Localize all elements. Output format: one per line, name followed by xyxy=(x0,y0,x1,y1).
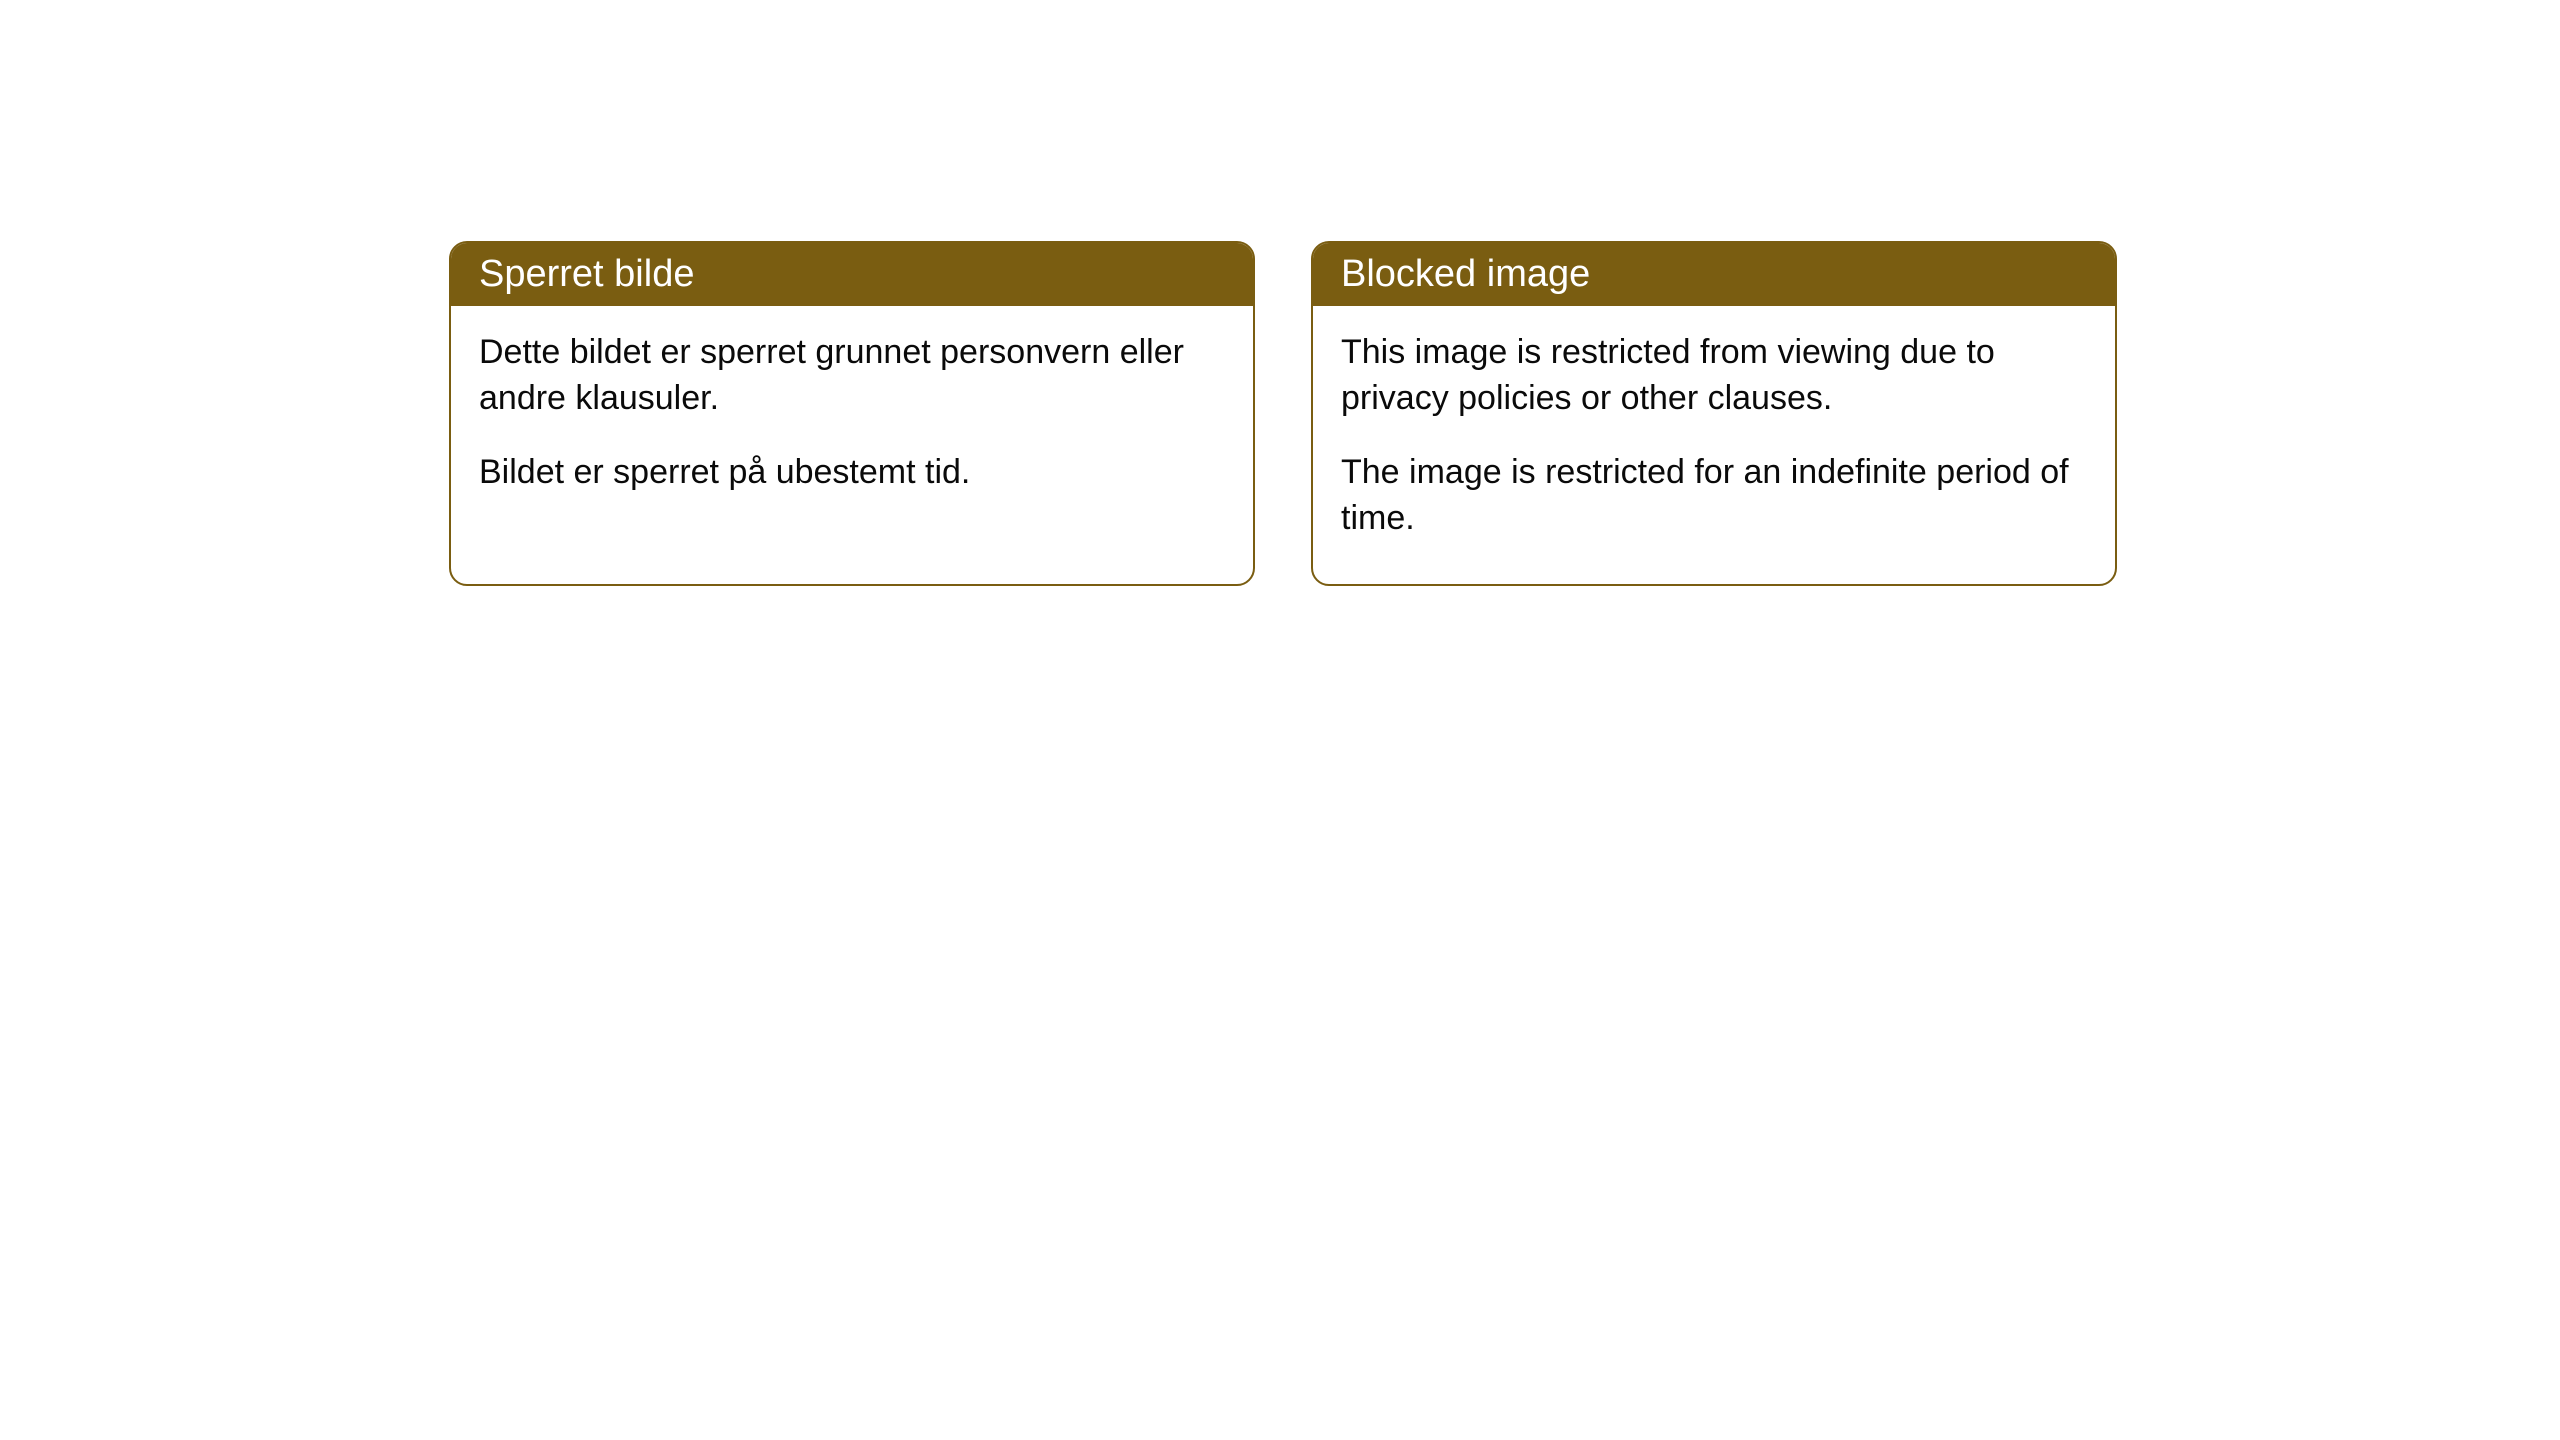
card-paragraph: This image is restricted from viewing du… xyxy=(1341,330,2087,422)
card-title: Sperret bilde xyxy=(479,253,694,295)
card-header-norwegian: Sperret bilde xyxy=(451,243,1253,306)
card-body-english: This image is restricted from viewing du… xyxy=(1313,306,2115,584)
cards-container: Sperret bilde Dette bildet er sperret gr… xyxy=(449,241,2117,586)
card-paragraph: Dette bildet er sperret grunnet personve… xyxy=(479,330,1225,422)
card-english: Blocked image This image is restricted f… xyxy=(1311,241,2117,586)
card-paragraph: The image is restricted for an indefinit… xyxy=(1341,450,2087,542)
card-body-norwegian: Dette bildet er sperret grunnet personve… xyxy=(451,306,1253,538)
card-header-english: Blocked image xyxy=(1313,243,2115,306)
card-title: Blocked image xyxy=(1341,253,1590,295)
card-paragraph: Bildet er sperret på ubestemt tid. xyxy=(479,450,1225,496)
card-norwegian: Sperret bilde Dette bildet er sperret gr… xyxy=(449,241,1255,586)
